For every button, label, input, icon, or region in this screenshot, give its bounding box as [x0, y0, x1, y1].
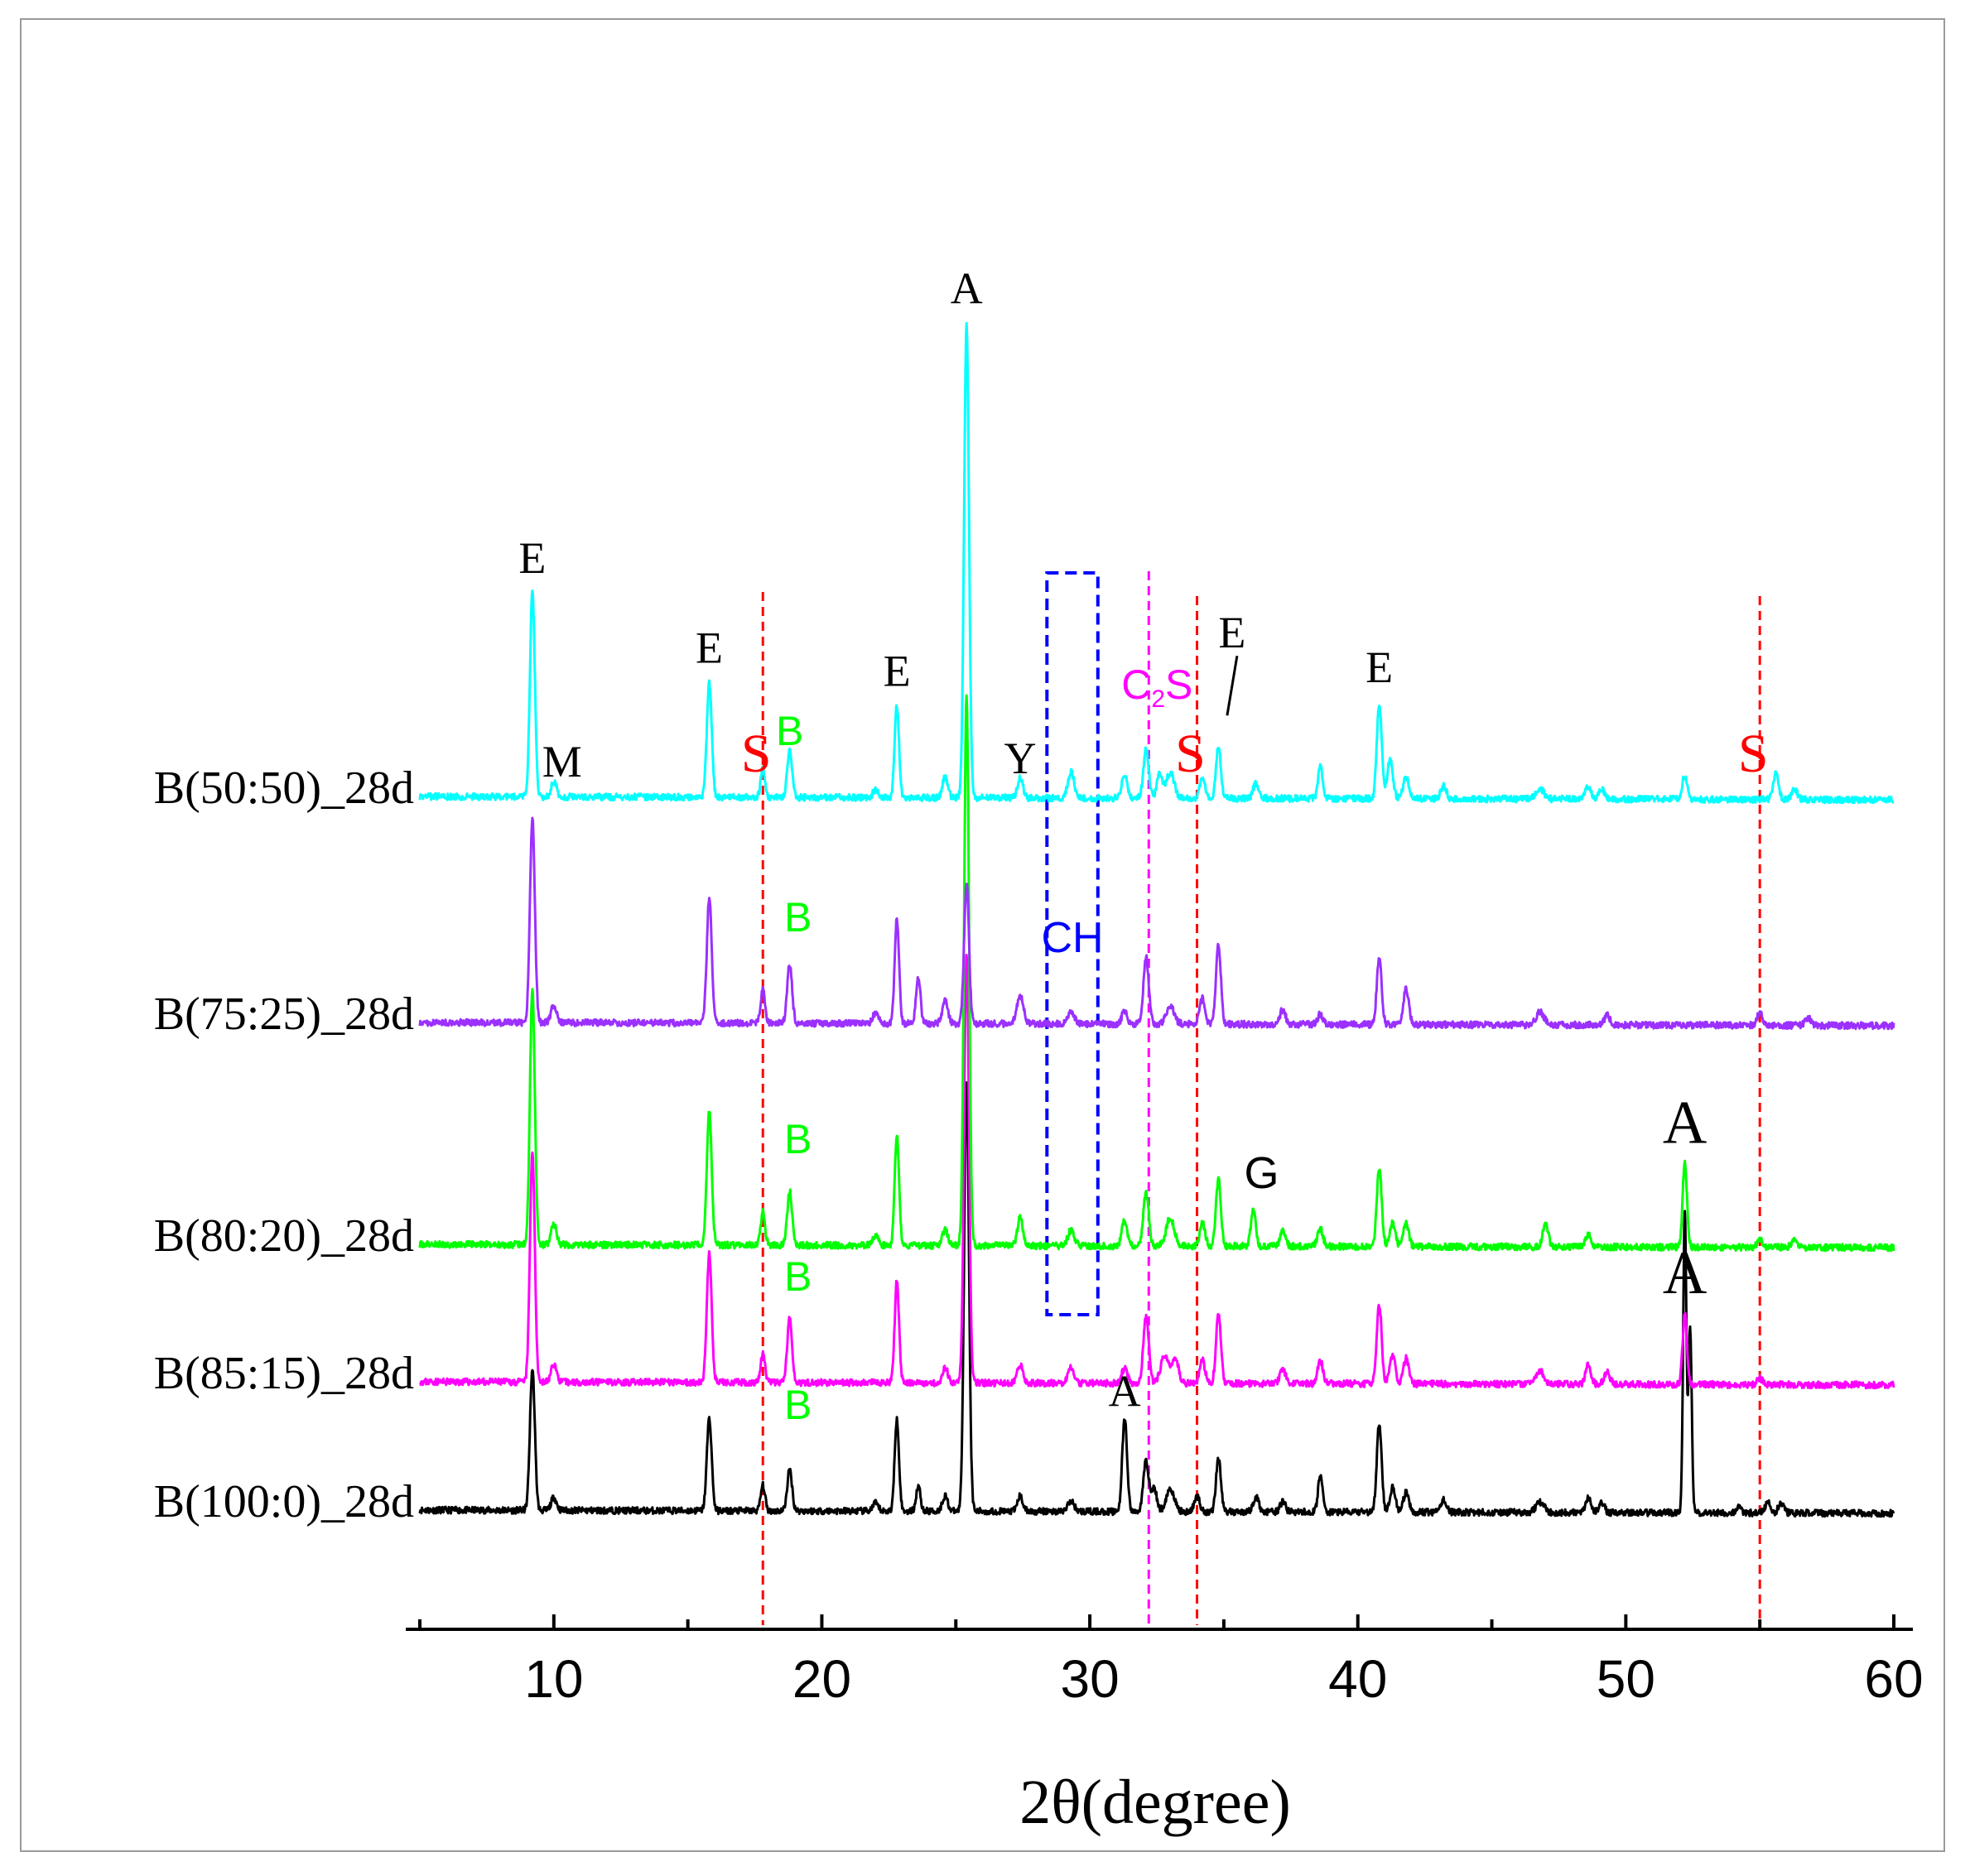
peak-label-a: A [1663, 1239, 1707, 1307]
peak-label-e: E [1366, 642, 1393, 692]
x-axis: 10 20 30 40 50 60 [406, 1614, 1924, 1709]
peak-label-e: E [518, 533, 546, 583]
peak-label-b: B [784, 894, 812, 940]
peak-label-e: E [884, 647, 911, 696]
peak-label-e: E [696, 623, 723, 673]
peak-label-a: A [1109, 1366, 1141, 1416]
peak-label-a: A [1663, 1089, 1707, 1157]
highlight-box-ch [1045, 571, 1100, 1316]
peak-label-b: B [784, 1116, 812, 1162]
series-label: B(80:20)_28d [154, 1210, 414, 1262]
peak-label-b: B [784, 1382, 812, 1428]
series-label: B(75:25)_28d [154, 989, 414, 1040]
series-line-b-80-20-28d [418, 694, 1895, 1253]
series-line-b-50-50-28d [418, 321, 1895, 805]
series-label: B(85:15)_28d [154, 1348, 414, 1399]
x-tick-label: 60 [1864, 1649, 1923, 1709]
peak-label-s: S [1738, 724, 1769, 784]
series-labels: B(100:0)_28d B(85:15)_28d B(80:20)_28d B(75… [154, 762, 414, 1527]
series-label: B(50:50)_28d [154, 762, 414, 814]
series-label: B(100:0)_28d [154, 1476, 414, 1527]
peak-label-s: S [741, 724, 772, 784]
peak-label-c: C2S [1121, 661, 1192, 713]
x-tick-label: 10 [524, 1649, 583, 1709]
series-line-b-85-15-28d [419, 954, 1895, 1390]
figure-frame [20, 18, 1945, 1852]
x-tick-label: 30 [1060, 1649, 1119, 1709]
peak-label-e: E [1218, 608, 1245, 657]
peak-label-y: Y [1004, 734, 1036, 783]
peak-label-a: A [951, 264, 983, 314]
peak-label-s: S [1175, 724, 1206, 784]
series-line-b-100-0-28d [418, 1081, 1895, 1518]
x-tick-label: 40 [1328, 1649, 1387, 1709]
series-line-b-75-25-28d [418, 816, 1895, 1031]
reference-lines [761, 571, 1761, 1625]
peak-label-b: B [776, 708, 803, 754]
peak-label-g: G [1245, 1148, 1279, 1198]
series-group [418, 321, 1895, 1518]
x-tick-label: 50 [1597, 1649, 1655, 1709]
x-tick-label: 20 [792, 1649, 851, 1709]
peak-label-subscript: 2 [1151, 685, 1165, 713]
highlight-box-label: CH [1041, 914, 1103, 962]
peak-label-b: B [784, 1253, 812, 1300]
peak-leader-line [1226, 655, 1239, 716]
x-axis-label: 2θ(degree) [1019, 1768, 1291, 1837]
peak-label-suffix: S [1165, 661, 1192, 708]
highlight-box-group: CH [1041, 571, 1104, 1316]
peak-label-m: M [542, 737, 582, 786]
